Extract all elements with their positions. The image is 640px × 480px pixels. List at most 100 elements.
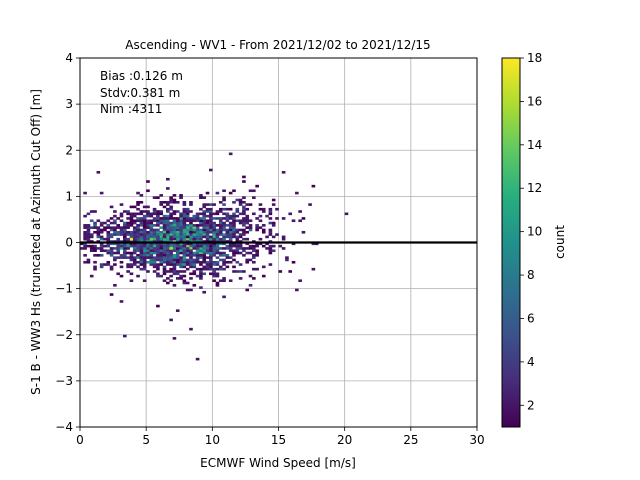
density-cell [261,265,266,269]
density-cell [169,224,173,227]
density-cell [185,249,190,253]
density-cell [202,205,207,209]
density-cell [123,334,127,338]
density-cell [89,219,94,223]
density-cell [252,256,256,259]
density-cell [261,274,266,278]
density-cell [116,272,120,276]
density-cell [218,247,223,250]
density-cell [172,212,177,216]
density-cell [129,233,134,236]
density-cell [225,224,230,227]
density-cell [252,249,256,253]
density-cell [99,265,104,269]
density-cell [172,256,177,259]
density-cell [93,247,97,250]
density-cell [218,233,223,236]
density-cell [205,214,210,218]
density-cell [156,274,160,278]
density-cell [175,210,180,213]
y-tick-label: 0 [65,236,73,250]
density-cell [179,247,183,250]
density-cell [96,228,101,232]
density-cell [146,221,150,225]
density-cell [209,265,213,269]
density-cell [129,279,134,283]
density-cell [185,219,190,223]
density-cell [132,228,137,232]
density-cell [182,251,187,255]
density-cell [182,228,187,232]
density-cell [169,214,173,218]
colorbar-tick-label: 14 [527,138,542,152]
density-cell [205,221,210,225]
density-cell [195,237,200,241]
density-cell [106,226,111,229]
density-cell [225,256,230,259]
density-cell [195,228,200,232]
density-cell [212,260,216,264]
density-cell [192,247,197,250]
density-cell [142,233,147,236]
density-cell [126,226,130,229]
density-cell [222,198,226,202]
density-cell [149,251,154,255]
density-cell [278,244,283,248]
density-cell [228,221,233,225]
density-cell [195,254,200,257]
density-cell [202,228,207,232]
density-cell [162,256,167,259]
density-cell [172,265,177,269]
density-cell [169,251,173,255]
density-cell [189,230,193,234]
density-cell [182,256,187,259]
density-cell [222,226,226,229]
colorbar [501,57,521,428]
density-cell [93,226,97,229]
density-cell [116,217,120,220]
density-cell [209,258,213,262]
density-cell [232,228,236,232]
density-cell [126,210,130,213]
density-cell [132,242,137,246]
density-cell [252,260,256,264]
density-cell [192,214,197,218]
density-cell [149,226,154,229]
density-cell [136,242,140,246]
density-cell [179,194,183,197]
density-cell [162,258,167,262]
density-cell [162,217,167,220]
density-cell [205,263,210,266]
density-cell [192,224,197,227]
density-cell [83,226,87,229]
density-cell [232,258,236,262]
density-cell [169,221,173,225]
density-cell [86,235,91,239]
density-cell [152,207,157,211]
density-cell [228,244,233,248]
density-cell [149,233,154,236]
density-cell [175,219,180,223]
density-cell [248,219,253,223]
density-cell [195,212,200,216]
density-cell [175,263,180,266]
density-cell [136,191,140,195]
density-cell [129,230,134,234]
y-tick-label: −4 [55,420,73,434]
density-cell [182,274,187,278]
density-cell [238,270,243,273]
density-cell [202,214,207,218]
density-cell [212,247,216,250]
density-cell [132,212,137,216]
density-cell [166,224,170,227]
density-cell [175,221,180,225]
density-cell [225,207,230,211]
density-cell [242,212,246,216]
density-cell [311,267,316,271]
density-cell [119,228,124,232]
density-cell [245,219,250,223]
density-cell [139,258,144,262]
density-cell [142,205,147,209]
density-cell [195,224,200,227]
density-cell [209,237,213,241]
